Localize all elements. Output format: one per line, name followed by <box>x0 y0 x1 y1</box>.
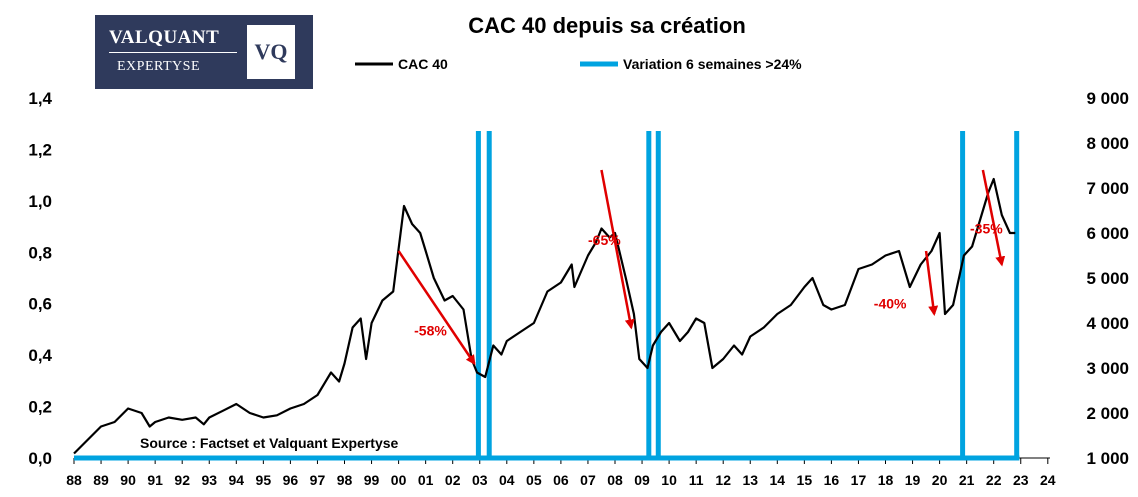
x-tick-label: 04 <box>499 472 515 488</box>
legend: CAC 40 Variation 6 semaines >24% <box>355 56 802 72</box>
x-tick-label: 18 <box>878 472 894 488</box>
y-right-tick-label: 9 000 <box>1086 89 1129 108</box>
y-left-tick-label: 0,4 <box>28 346 52 365</box>
legend-label-variation: Variation 6 semaines >24% <box>623 56 802 72</box>
logo-line2: EXPERTYSE <box>117 59 200 74</box>
y-left-tick-label: 1,4 <box>28 89 52 108</box>
x-tick-label: 16 <box>824 472 840 488</box>
drawdown-label: -40% <box>874 296 907 312</box>
drawdown-arrow <box>600 169 635 330</box>
drawdown-arrow <box>397 250 476 366</box>
y-left-tick-label: 1,2 <box>28 140 52 159</box>
x-tick-label: 05 <box>526 472 542 488</box>
cac40-line <box>73 177 1016 455</box>
legend-label-cac40: CAC 40 <box>398 56 448 72</box>
x-tick-label: 00 <box>391 472 407 488</box>
drawdown-label: -35% <box>970 220 1003 236</box>
x-tick-label: 92 <box>174 472 190 488</box>
x-tick-label: 14 <box>770 472 786 488</box>
y-left-tick-label: 0,8 <box>28 243 52 262</box>
y-axis-right: 1 000 2 000 3 000 4 000 5 000 6 000 7 000 8 000… <box>1086 89 1129 468</box>
logo-mark: VQ <box>247 25 295 79</box>
x-tick-label: 91 <box>147 472 163 488</box>
x-tick-label: 01 <box>418 472 434 488</box>
drawdown-arrow <box>981 169 1006 267</box>
y-right-tick-label: 5 000 <box>1086 269 1129 288</box>
x-tick-label: 88 <box>66 472 82 488</box>
x-tick-label: 21 <box>959 472 975 488</box>
drawdown-label: -65% <box>588 232 621 248</box>
x-tick-label: 03 <box>472 472 488 488</box>
logo-line1: VALQUANT <box>109 27 220 48</box>
drawdown-annotations: -58% -65% -40% -35% <box>397 169 1006 366</box>
x-tick-label: 19 <box>905 472 921 488</box>
drawdown-arrow <box>924 250 939 316</box>
y-left-tick-label: 0,2 <box>28 398 52 417</box>
x-tick-label: 24 <box>1040 472 1056 488</box>
source-note: Source : Factset et Valquant Expertyse <box>140 435 399 451</box>
x-tick-label: 07 <box>580 472 596 488</box>
x-tick-label: 02 <box>445 472 461 488</box>
x-tick-label: 06 <box>553 472 569 488</box>
x-tick-label: 97 <box>310 472 326 488</box>
x-tick-label: 08 <box>607 472 623 488</box>
x-tick-label: 98 <box>337 472 353 488</box>
x-tick-label: 96 <box>283 472 299 488</box>
x-tick-label: 12 <box>715 472 731 488</box>
x-tick-label: 23 <box>1013 472 1029 488</box>
y-left-tick-label: 0,6 <box>28 295 52 314</box>
y-right-tick-label: 2 000 <box>1086 404 1129 423</box>
x-tick-label: 93 <box>201 472 217 488</box>
y-right-tick-label: 7 000 <box>1086 179 1129 198</box>
x-tick-label: 11 <box>689 472 704 488</box>
variation-spikes <box>74 131 1020 461</box>
valquant-logo: VALQUANT EXPERTYSE VQ <box>95 15 313 89</box>
x-tick-label: 95 <box>256 472 272 488</box>
y-axis-left: 0,0 0,2 0,4 0,6 0,8 1,0 1,2 1,4 <box>28 89 52 468</box>
y-right-tick-label: 1 000 <box>1086 449 1129 468</box>
y-right-tick-label: 3 000 <box>1086 359 1129 378</box>
x-tick-label: 22 <box>986 472 1002 488</box>
x-tick-label: 09 <box>634 472 650 488</box>
x-axis: 88 89 90 91 92 93 94 95 96 97 98 99 00 01 02 03 04 05 06 07… <box>66 457 1056 488</box>
y-right-tick-label: 4 000 <box>1086 314 1129 333</box>
y-right-tick-label: 8 000 <box>1086 134 1129 153</box>
y-right-tick-label: 6 000 <box>1086 224 1129 243</box>
x-tick-label: 17 <box>851 472 867 488</box>
x-tick-label: 15 <box>797 472 813 488</box>
cac40-series <box>73 177 1016 455</box>
x-tick-label: 99 <box>364 472 380 488</box>
y-left-tick-label: 1,0 <box>28 192 52 211</box>
logo-rule <box>109 52 237 53</box>
x-tick-label: 89 <box>93 472 109 488</box>
drawdown-label: -58% <box>414 322 447 338</box>
x-tick-label: 20 <box>932 472 948 488</box>
chart-title: CAC 40 depuis sa création <box>468 13 746 38</box>
x-tick-label: 94 <box>229 472 245 488</box>
y-left-tick-label: 0,0 <box>28 449 52 468</box>
x-tick-label: 13 <box>742 472 758 488</box>
x-tick-label: 10 <box>661 472 677 488</box>
x-tick-label: 90 <box>120 472 136 488</box>
